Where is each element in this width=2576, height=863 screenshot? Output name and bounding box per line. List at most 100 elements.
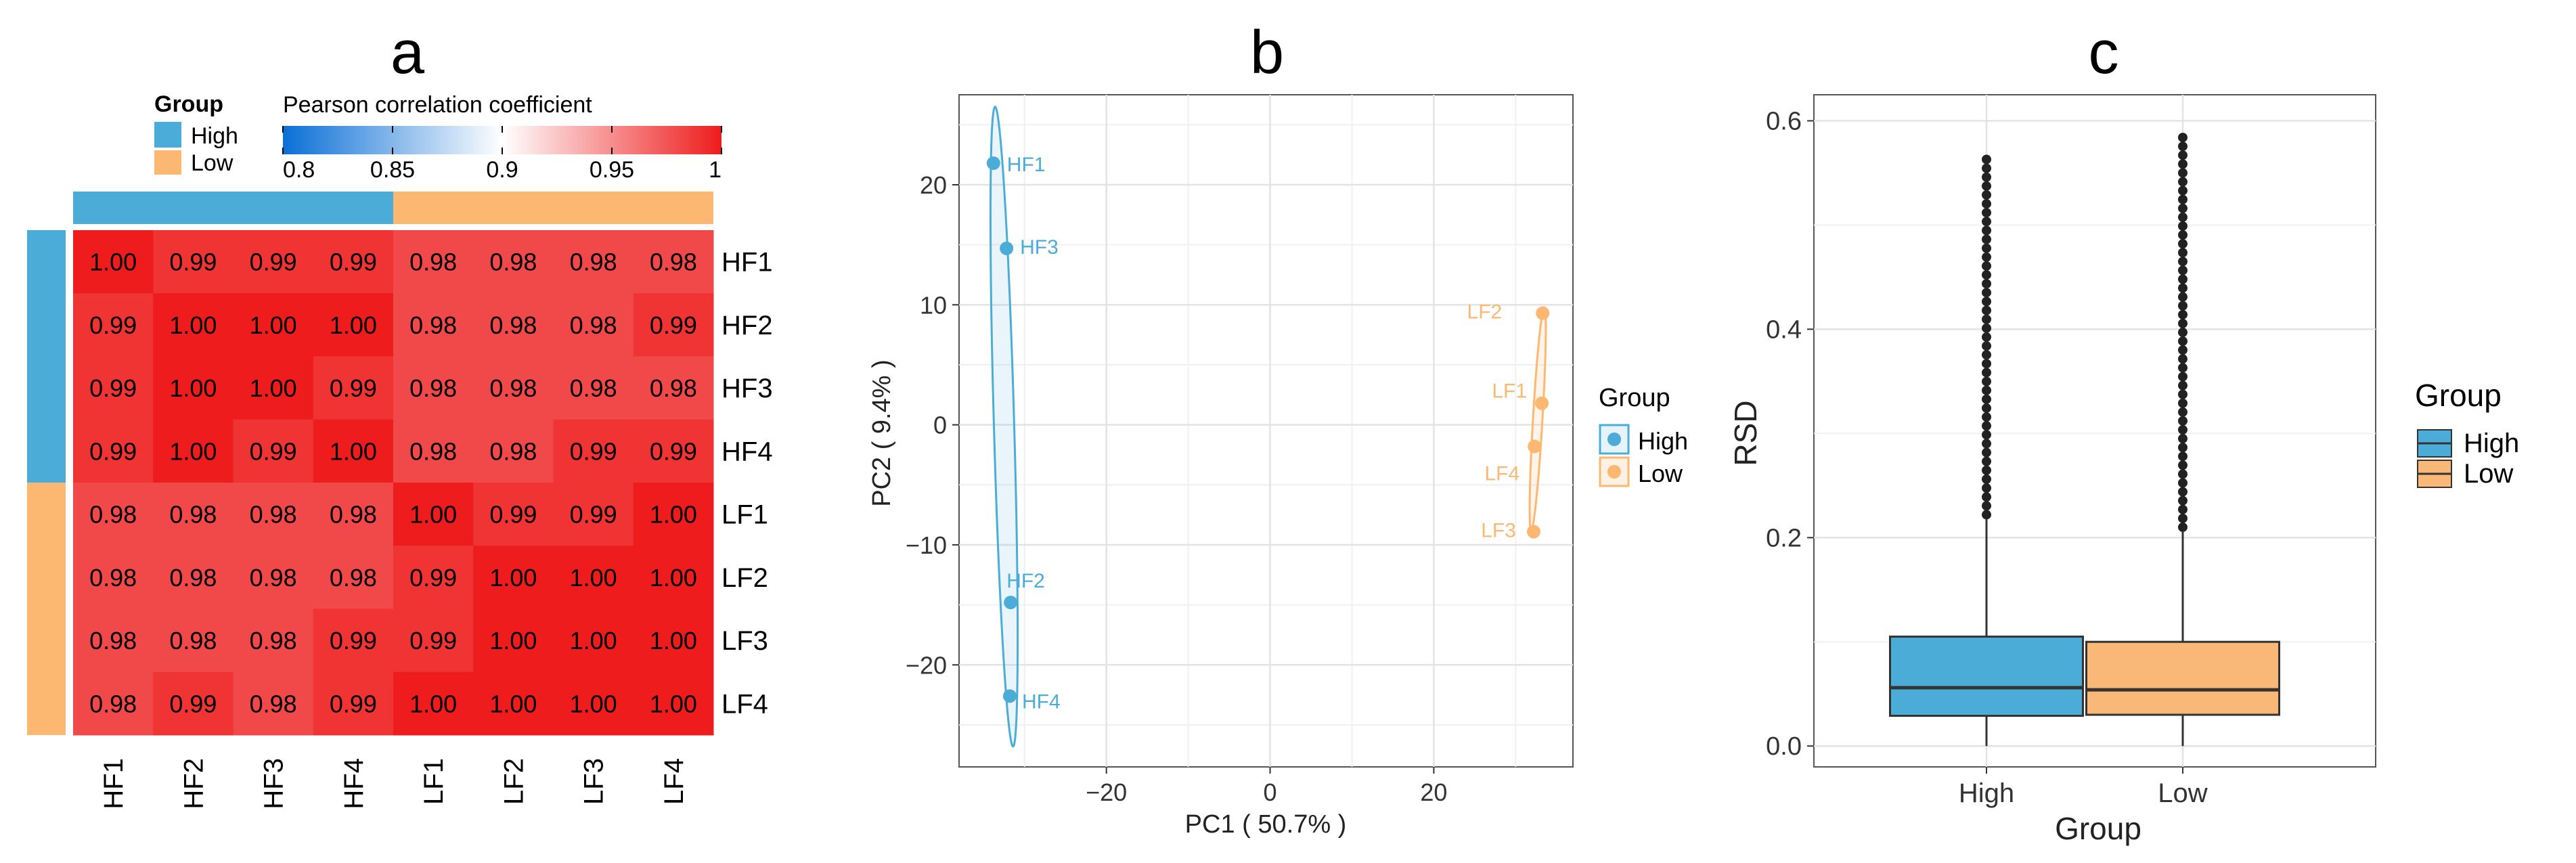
box-outlier [2178,177,2188,187]
box-outlier [2178,336,2188,347]
group-legend-label-high: High [191,123,238,149]
heatmap-column-label: LF3 [579,758,609,805]
heatmap-column-label: LF1 [419,758,449,805]
heatmap-cell [473,608,554,673]
box-outlier [2178,212,2188,222]
heatmap-cell [553,546,634,609]
heatmap-cell [553,419,634,483]
heatmap-cell [473,671,554,736]
box-outlier [1982,474,1991,484]
heatmap-cell [153,671,234,736]
column-group-bar-high [73,192,393,224]
heatmap-row-label: LF4 [721,689,768,719]
box-outlier [2178,522,2188,532]
box-outlier [1982,430,1991,440]
heatmap-cell [233,356,314,420]
heatmap-cell-value: 0.98 [570,374,617,402]
heatmap-cell-value: 1.00 [570,627,617,655]
box-outlier [1982,447,1991,458]
heatmap-cell [633,483,714,546]
heatmap-cell [73,483,154,546]
heatmap-cell [153,608,234,673]
heatmap-cell-value: 0.98 [250,627,297,655]
heatmap-cell [153,483,234,546]
heatmap-cell-value: 0.98 [489,248,537,276]
heatmap-cell [553,230,634,294]
box-outlier [2178,345,2188,355]
heatmap-cell-value: 0.98 [89,690,137,717]
box-outlier [1982,456,1991,466]
box-outlier [1982,465,1991,475]
heatmap-cell-value: 0.99 [409,627,457,655]
heatmap-cell [313,419,394,483]
heatmap-cell [473,356,554,420]
box-outlier [1982,279,1991,289]
heatmap-cell [473,293,554,357]
pca-point [986,156,1000,171]
heatmap-cell [73,608,154,673]
pca-x-axis-title: PC1 ( 50.7% ) [1185,810,1347,839]
box-y-tick-label: 0.4 [1766,315,1802,344]
pca-confidence-ellipse [989,106,1019,748]
heatmap-cell [473,230,554,294]
heatmap-cell-value: 1.00 [250,374,297,402]
box-outlier [1982,208,1991,218]
heatmap-cell [153,419,234,483]
heatmap-panel: Group High Low Pearson correlation coeff… [27,91,773,810]
box-outlier [2178,372,2188,382]
box-outlier [2178,469,2188,479]
heatmap-cell-value: 0.98 [650,248,697,276]
heatmap-cell-value: 0.99 [330,627,377,655]
box-outlier [2178,424,2188,435]
box-outlier [2178,230,2188,240]
pca-point [1535,396,1549,410]
heatmap-cell [633,356,714,420]
box-y-tick-label: 0.6 [1766,107,1802,135]
heatmap-cell [313,671,394,736]
box-outlier [1982,439,1991,449]
box-outlier [1982,359,1991,369]
heatmap-cell [233,293,314,357]
pca-gridlines [959,95,1573,767]
heatmap-cell [233,671,314,736]
box-outlier [1982,190,1991,200]
heatmap-cell-value: 0.99 [650,437,697,465]
box-axes: 0.0 0.2 0.4 0.6 High Low [1766,107,2208,808]
box-outlier [1982,217,1991,227]
heatmap-cell-value: 0.98 [89,501,137,529]
heatmap-cell-value: 0.99 [169,690,217,717]
box-outlier [1982,483,1991,493]
heatmap-cell [393,546,474,609]
pca-point-label: HF1 [1007,154,1046,176]
pca-point [1004,596,1018,610]
heatmap-cell [633,608,714,673]
box-outlier [2178,354,2188,364]
box-legend-label-low: Low [2464,459,2513,489]
heatmap-cell [233,483,314,546]
box-outlier [2178,239,2188,249]
pca-x-tick-label: −20 [1086,778,1127,806]
heatmap-cell [73,546,154,609]
pca-y-tick-label: −20 [906,651,947,679]
heatmap-row-label: HF1 [721,248,773,278]
box-outlier [2178,389,2188,399]
box-outlier [2178,318,2188,328]
colorbar-tick-label: 0.9 [486,157,518,183]
box-outlier [2178,443,2188,453]
heatmap-cell-value: 0.98 [489,437,537,465]
heatmap-cell [393,671,474,736]
group-legend: Group High Low [154,91,238,176]
box-outlier [2178,301,2188,311]
heatmap-cell-value: 1.00 [489,690,537,717]
group-legend-label-low: Low [191,150,234,176]
box-outlier [1982,296,1991,307]
heatmap-cell-value: 0.99 [89,437,137,465]
heatmap-cell [313,608,394,673]
heatmap-cell-value: 0.99 [330,374,377,402]
heatmap-cell [313,230,394,294]
heatmap-cell-value: 0.98 [489,374,537,402]
heatmap-row-labels: HF1 HF2 HF3 HF4 LF1 LF2 LF3 LF4 [721,248,773,720]
heatmap-cell-value: 0.98 [409,374,457,402]
heatmap-cell [553,671,634,736]
